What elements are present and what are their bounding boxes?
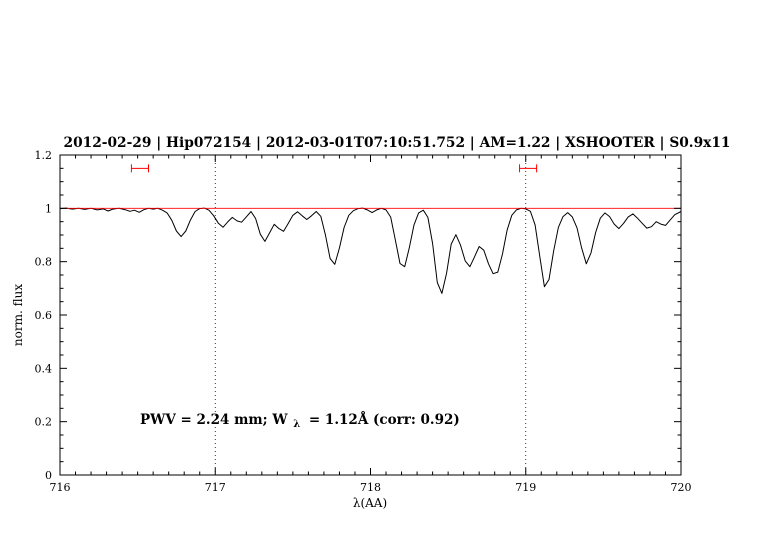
- x-tick-label: 719: [515, 481, 536, 494]
- x-tick-label: 716: [50, 481, 71, 494]
- pwv-annotation: PWV = 2.24 mm; W λ = 1.12Å (corr: 0.92): [140, 412, 460, 431]
- y-tick-label: 0.4: [35, 362, 53, 375]
- y-tick-label: 0.8: [35, 256, 53, 269]
- y-tick-label: 0.6: [35, 309, 53, 322]
- y-tick-label: 1.2: [35, 149, 53, 162]
- x-tick-label: 718: [360, 481, 381, 494]
- band-marker: [130, 164, 149, 173]
- band-marker: [519, 164, 538, 173]
- x-tick-label: 720: [671, 481, 692, 494]
- x-tick-label: 717: [205, 481, 226, 494]
- annotation-text-after-sub: = 1.12Å (corr: 0.92): [309, 412, 460, 428]
- observed-spectrum-line: [59, 207, 682, 294]
- y-axis-label: norm. flux: [11, 284, 25, 346]
- chart-title: 2012-02-29 | Hip072154 | 2012-03-01T07:1…: [64, 135, 731, 151]
- y-tick-label: 0.2: [35, 416, 53, 429]
- annotation-text-before-sub: PWV = 2.24 mm; W: [140, 412, 288, 428]
- annotation-subscript: λ: [293, 419, 300, 430]
- y-tick-label: 0: [45, 469, 52, 482]
- x-axis-label: λ(AA): [353, 496, 387, 510]
- chart-layer: 716 717 718 719 720 0 0.2 0.4 0.6 0.8 1 1.2: [35, 149, 692, 494]
- y-tick-label: 1: [45, 202, 52, 215]
